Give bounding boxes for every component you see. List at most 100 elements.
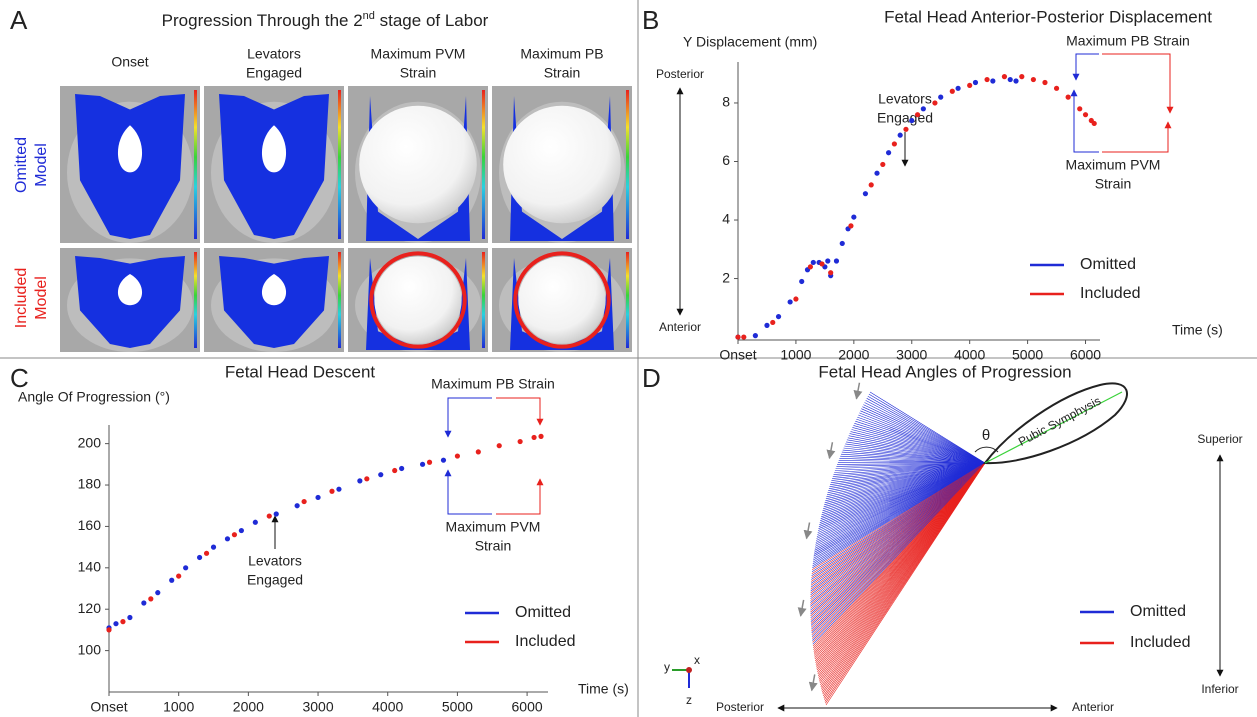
data-point [972, 79, 979, 86]
fetal-head [503, 105, 621, 224]
data-point [1065, 94, 1071, 100]
angle-line [857, 416, 986, 464]
angle-line [841, 451, 986, 464]
direction-label: Anterior [1072, 700, 1114, 714]
data-point [155, 590, 161, 596]
colorbar [338, 90, 341, 239]
data-point [273, 511, 279, 517]
angle-line [837, 462, 986, 465]
data-point [839, 240, 845, 247]
hiatus [261, 274, 287, 306]
chart-title: Fetal Head Descent [225, 362, 376, 381]
x-tick-label: Onset [90, 699, 127, 715]
angle-line [842, 449, 986, 464]
data-point [885, 150, 892, 156]
data-point [196, 554, 203, 561]
fetal-head [518, 256, 606, 344]
y-tick-label: 4 [722, 211, 730, 227]
angle-label: θ [982, 427, 990, 444]
data-point [517, 438, 523, 445]
data-point [1077, 106, 1083, 112]
angle-line [826, 462, 986, 498]
row-label: Model [33, 276, 50, 320]
data-point [169, 577, 175, 583]
data-point [238, 527, 244, 534]
data-point [938, 94, 944, 100]
angle-line [840, 455, 986, 464]
annotation: Engaged [877, 110, 933, 126]
colorbar [338, 252, 341, 348]
legend-label: Included [515, 633, 576, 650]
strain-ring [513, 251, 611, 349]
data-point [538, 433, 544, 439]
data-point [224, 536, 231, 542]
x-tick-label: 4000 [954, 347, 985, 363]
annotation-bracket [444, 397, 492, 438]
data-point [793, 296, 799, 302]
data-point [440, 457, 447, 463]
data-point [810, 259, 816, 266]
angle-line [834, 462, 986, 473]
descent-arrow [826, 442, 836, 460]
angle-line [824, 462, 986, 504]
data-point [419, 461, 426, 467]
data-point [1091, 120, 1097, 127]
colorbar [194, 252, 197, 348]
legend-label: Omitted [1080, 256, 1136, 273]
angle-line [843, 447, 986, 464]
angle-line [830, 462, 986, 483]
angle-line [834, 462, 986, 471]
angle-line [838, 460, 986, 464]
title-part: Progression Through the 2 [162, 11, 363, 30]
angle-line [845, 443, 986, 464]
data-point [764, 322, 770, 328]
data-point [787, 299, 793, 305]
data-point [378, 472, 384, 478]
data-point [825, 258, 831, 264]
x-tick-label: 4000 [372, 699, 403, 715]
column-label: Levators [247, 46, 301, 62]
colorbar [626, 90, 629, 239]
x-tick-label: Onset [719, 347, 756, 363]
colorbar [194, 90, 197, 239]
angle-line [862, 406, 986, 464]
row-label: Included [13, 268, 30, 329]
angle-line [832, 462, 986, 477]
annotation-bracket [1102, 121, 1172, 153]
angle-line [850, 431, 986, 464]
y-tick-label: 140 [78, 559, 102, 575]
side-label: Posterior [656, 67, 704, 81]
data-point [148, 596, 154, 602]
angle-line [830, 462, 986, 485]
strain-ring [369, 251, 467, 349]
direction-label: Posterior [716, 700, 764, 714]
data-point [955, 85, 961, 91]
data-point [531, 434, 537, 441]
data-point [819, 261, 825, 267]
angle-line [828, 462, 986, 491]
panel-letter: C [10, 363, 29, 393]
angle-line [855, 420, 986, 464]
panel-letter: B [642, 5, 659, 35]
data-point [848, 223, 854, 229]
column-label: Maximum PB [520, 46, 603, 62]
angle-line [828, 462, 986, 489]
data-point [914, 112, 921, 118]
angle-line [825, 462, 986, 706]
hiatus [117, 125, 143, 173]
data-point [1007, 76, 1013, 83]
model-images [60, 86, 632, 353]
data-point [897, 132, 903, 138]
angle-fan [797, 382, 986, 706]
hiatus [261, 125, 287, 173]
legend-label: Included [1130, 634, 1191, 651]
y-axis-label: Angle Of Progression (°) [18, 389, 170, 405]
x-tick-label: 6000 [512, 699, 543, 715]
pelvic-floor [510, 96, 614, 241]
x-tick-label: 2000 [233, 699, 264, 715]
data-point [932, 100, 938, 106]
data-point [909, 117, 915, 124]
descent-arrow [797, 599, 807, 617]
descent-arrow [853, 382, 863, 400]
